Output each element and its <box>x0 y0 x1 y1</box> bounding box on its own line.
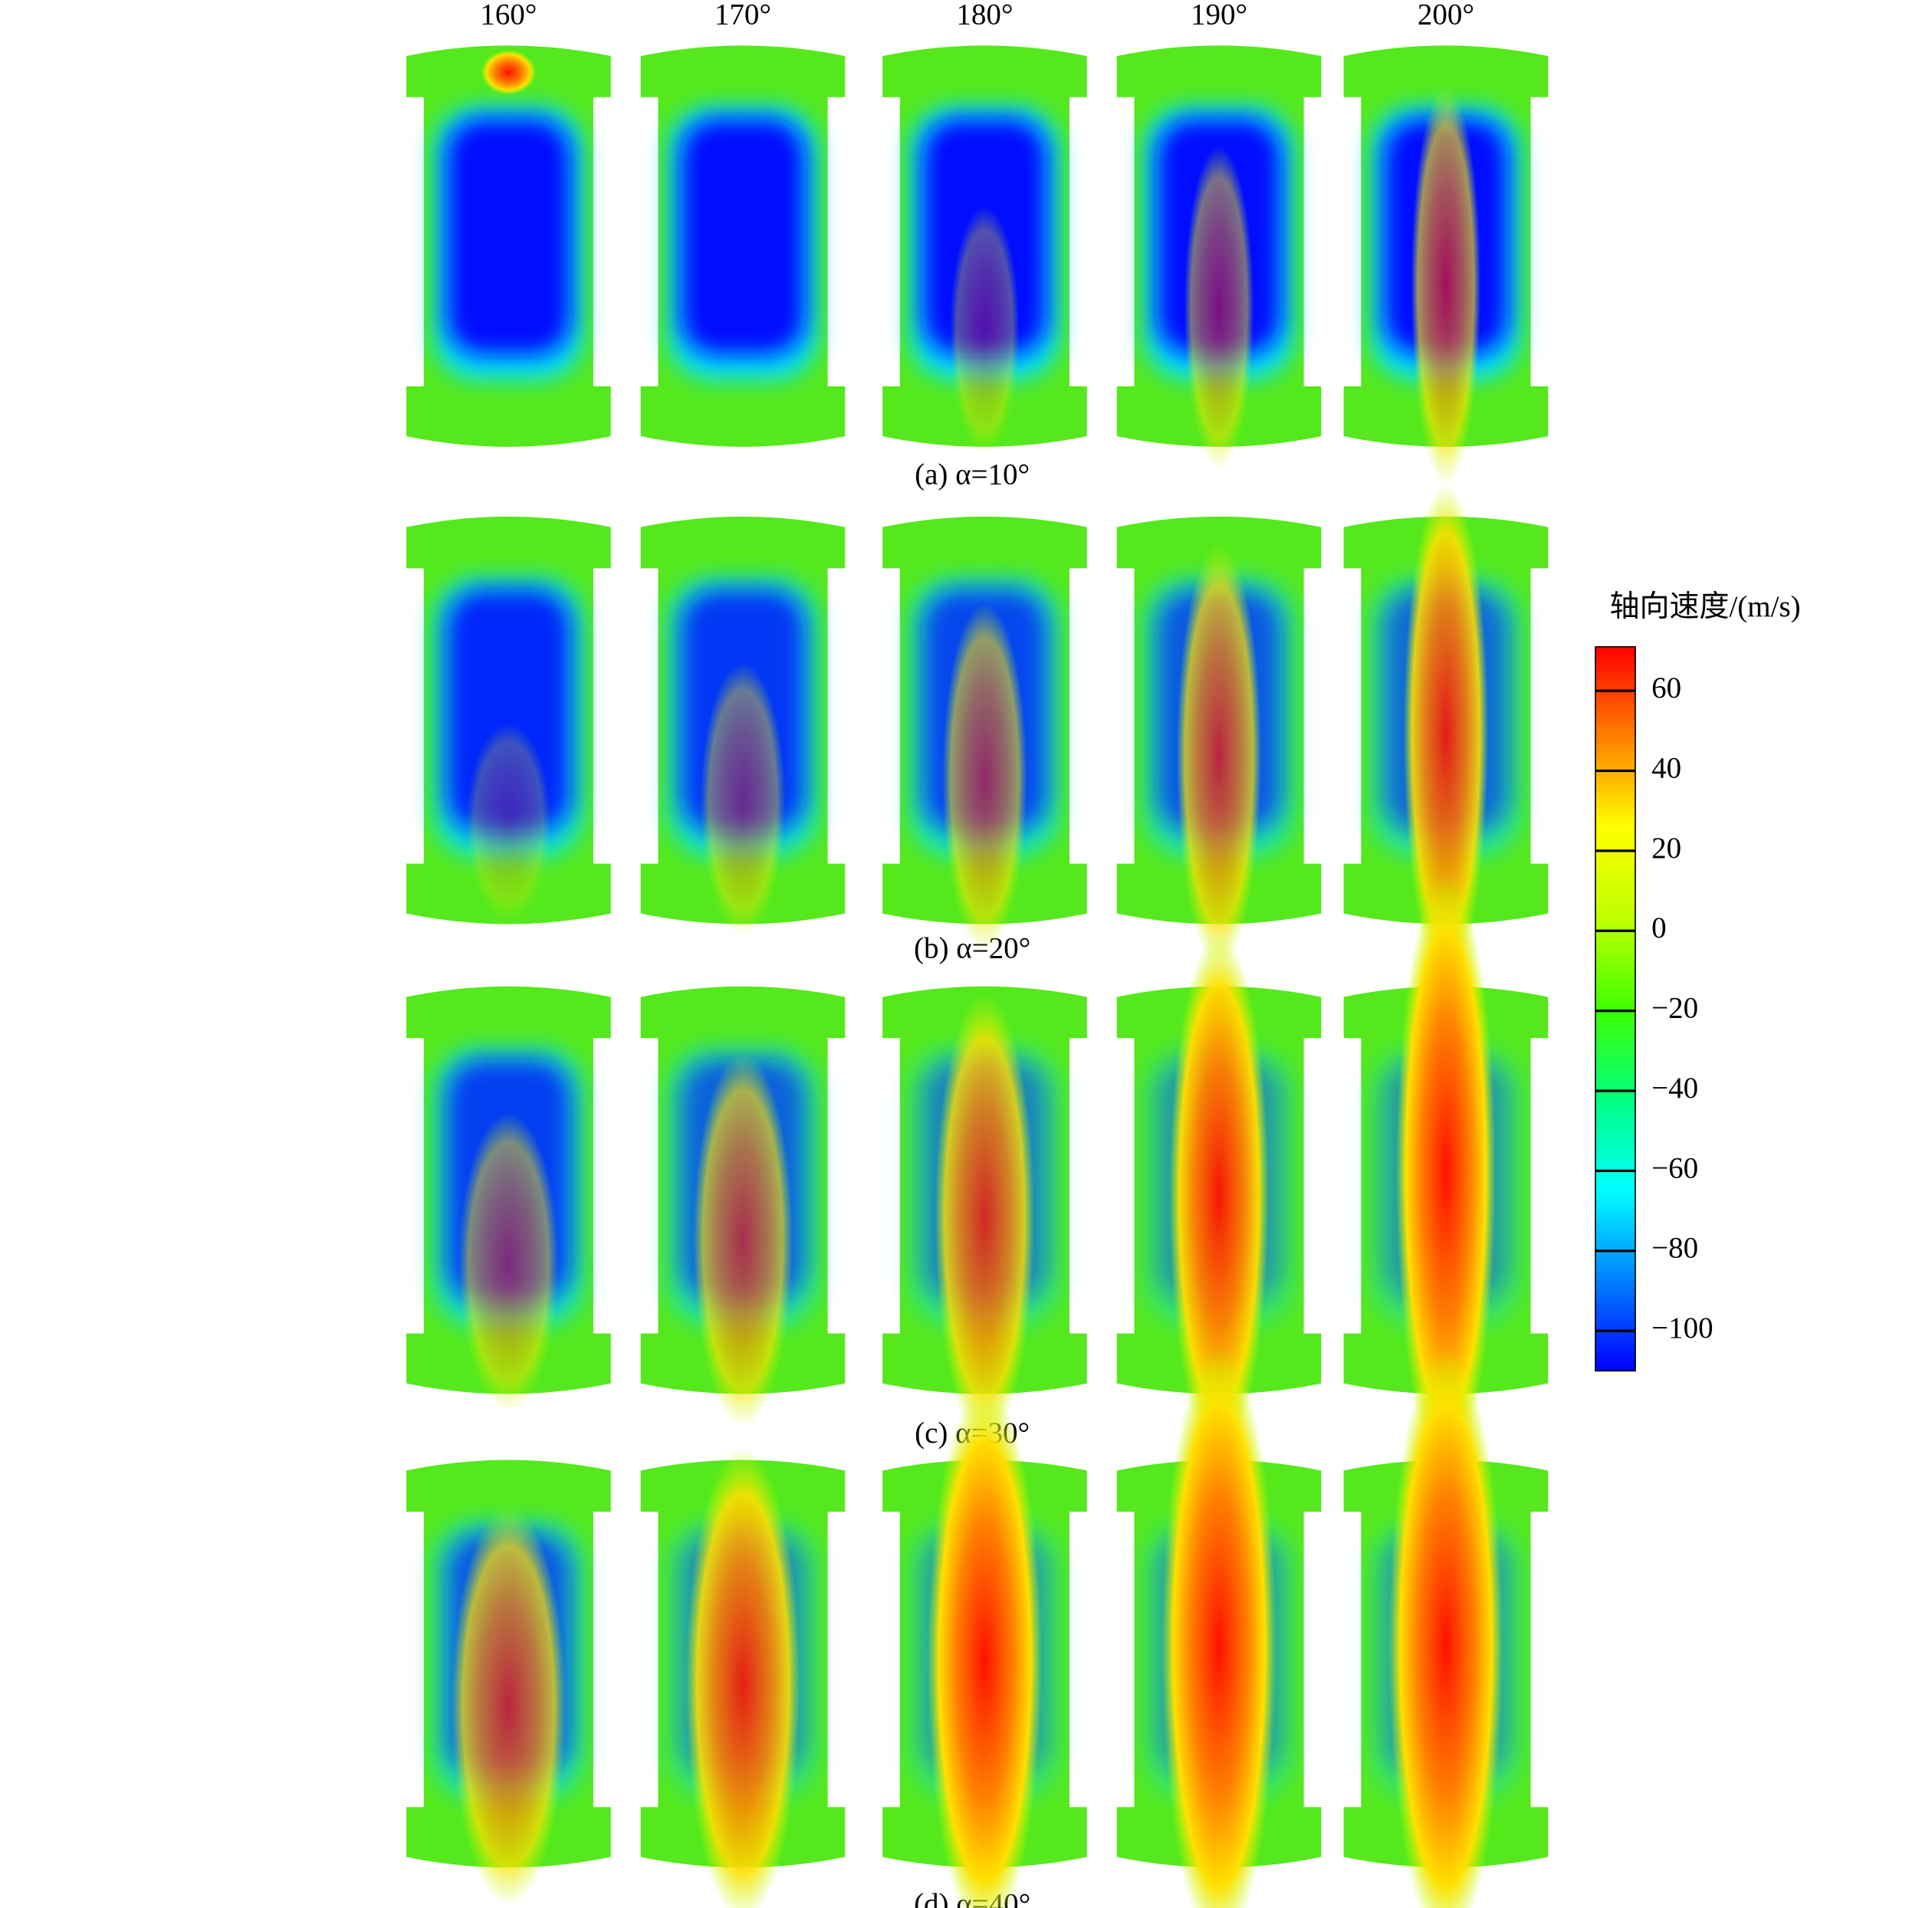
contour-panel <box>406 1460 611 1906</box>
high-velocity-jet <box>1184 146 1254 470</box>
high-velocity-jet <box>927 1387 1043 1908</box>
column-label: 200° <box>1418 0 1474 31</box>
contour-panel <box>1116 1347 1322 1908</box>
contour-panel <box>882 45 1087 455</box>
high-velocity-jet <box>1162 1347 1276 1908</box>
colorbar-tick-label: 60 <box>1651 672 1681 704</box>
high-velocity-jet <box>466 722 551 923</box>
high-velocity-jet <box>685 1447 800 1908</box>
contour-panel <box>882 1387 1087 1908</box>
contour-panel <box>640 986 846 1427</box>
contour-panel <box>406 45 611 447</box>
colorbar <box>1595 645 1636 1372</box>
high-velocity-jet <box>1176 543 1262 967</box>
colorbar-tick-label: 20 <box>1651 832 1681 865</box>
high-velocity-jet <box>1388 1347 1503 1908</box>
column-label: 170° <box>715 0 771 31</box>
contour-panel <box>882 516 1087 953</box>
colorbar-title: 轴向速度/(m/s) <box>1609 590 1800 623</box>
colorbar-tick-label: 0 <box>1651 911 1667 944</box>
contour-panel <box>1343 483 1549 983</box>
high-velocity-jet <box>1411 86 1481 485</box>
row-caption: (a) α=10° <box>915 458 1030 491</box>
column-label: 160° <box>480 0 537 31</box>
high-velocity-jet <box>1395 873 1496 1472</box>
colorbar-tick-label: −60 <box>1651 1151 1698 1184</box>
colorbar-tick-label: −80 <box>1651 1232 1698 1265</box>
high-velocity-jet <box>949 205 1020 455</box>
column-label: 180° <box>956 0 1013 31</box>
high-velocity-jet <box>700 662 786 938</box>
colorbar-tick-label: −40 <box>1651 1072 1698 1105</box>
contour-panel <box>1343 1347 1549 1908</box>
colorbar-tick-label: −20 <box>1651 992 1698 1025</box>
high-velocity-jet <box>458 1112 559 1412</box>
contour-panel <box>1116 933 1322 1457</box>
high-velocity-jet <box>692 1053 794 1427</box>
high-velocity-jet <box>942 603 1027 953</box>
high-velocity-jet <box>1168 933 1270 1457</box>
contour-panel <box>1116 516 1322 967</box>
contour-panel <box>640 45 846 447</box>
high-velocity-jet <box>451 1506 567 1906</box>
contour-panel <box>1116 45 1322 470</box>
column-label: 190° <box>1191 0 1247 31</box>
low-velocity-core <box>446 118 571 356</box>
high-velocity-jet <box>935 993 1035 1442</box>
colorbar-tick-label: 40 <box>1651 751 1681 784</box>
high-velocity-jet <box>481 50 537 95</box>
high-velocity-jet <box>1403 483 1489 983</box>
contour-panel <box>640 1447 846 1908</box>
contour-panel <box>1343 873 1549 1472</box>
contour-panel <box>406 986 611 1412</box>
contour-panel <box>1343 45 1549 485</box>
contour-panel <box>882 986 1087 1442</box>
contour-panel <box>640 516 846 938</box>
colorbar-tick-label: −100 <box>1651 1312 1714 1345</box>
contour-panel <box>406 516 611 924</box>
low-velocity-core <box>680 118 806 356</box>
